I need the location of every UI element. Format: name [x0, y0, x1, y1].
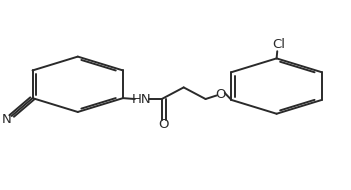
- Text: Cl: Cl: [272, 39, 285, 51]
- Text: N: N: [2, 113, 12, 126]
- Text: HN: HN: [132, 93, 151, 105]
- Text: O: O: [159, 118, 169, 131]
- Text: O: O: [216, 88, 226, 101]
